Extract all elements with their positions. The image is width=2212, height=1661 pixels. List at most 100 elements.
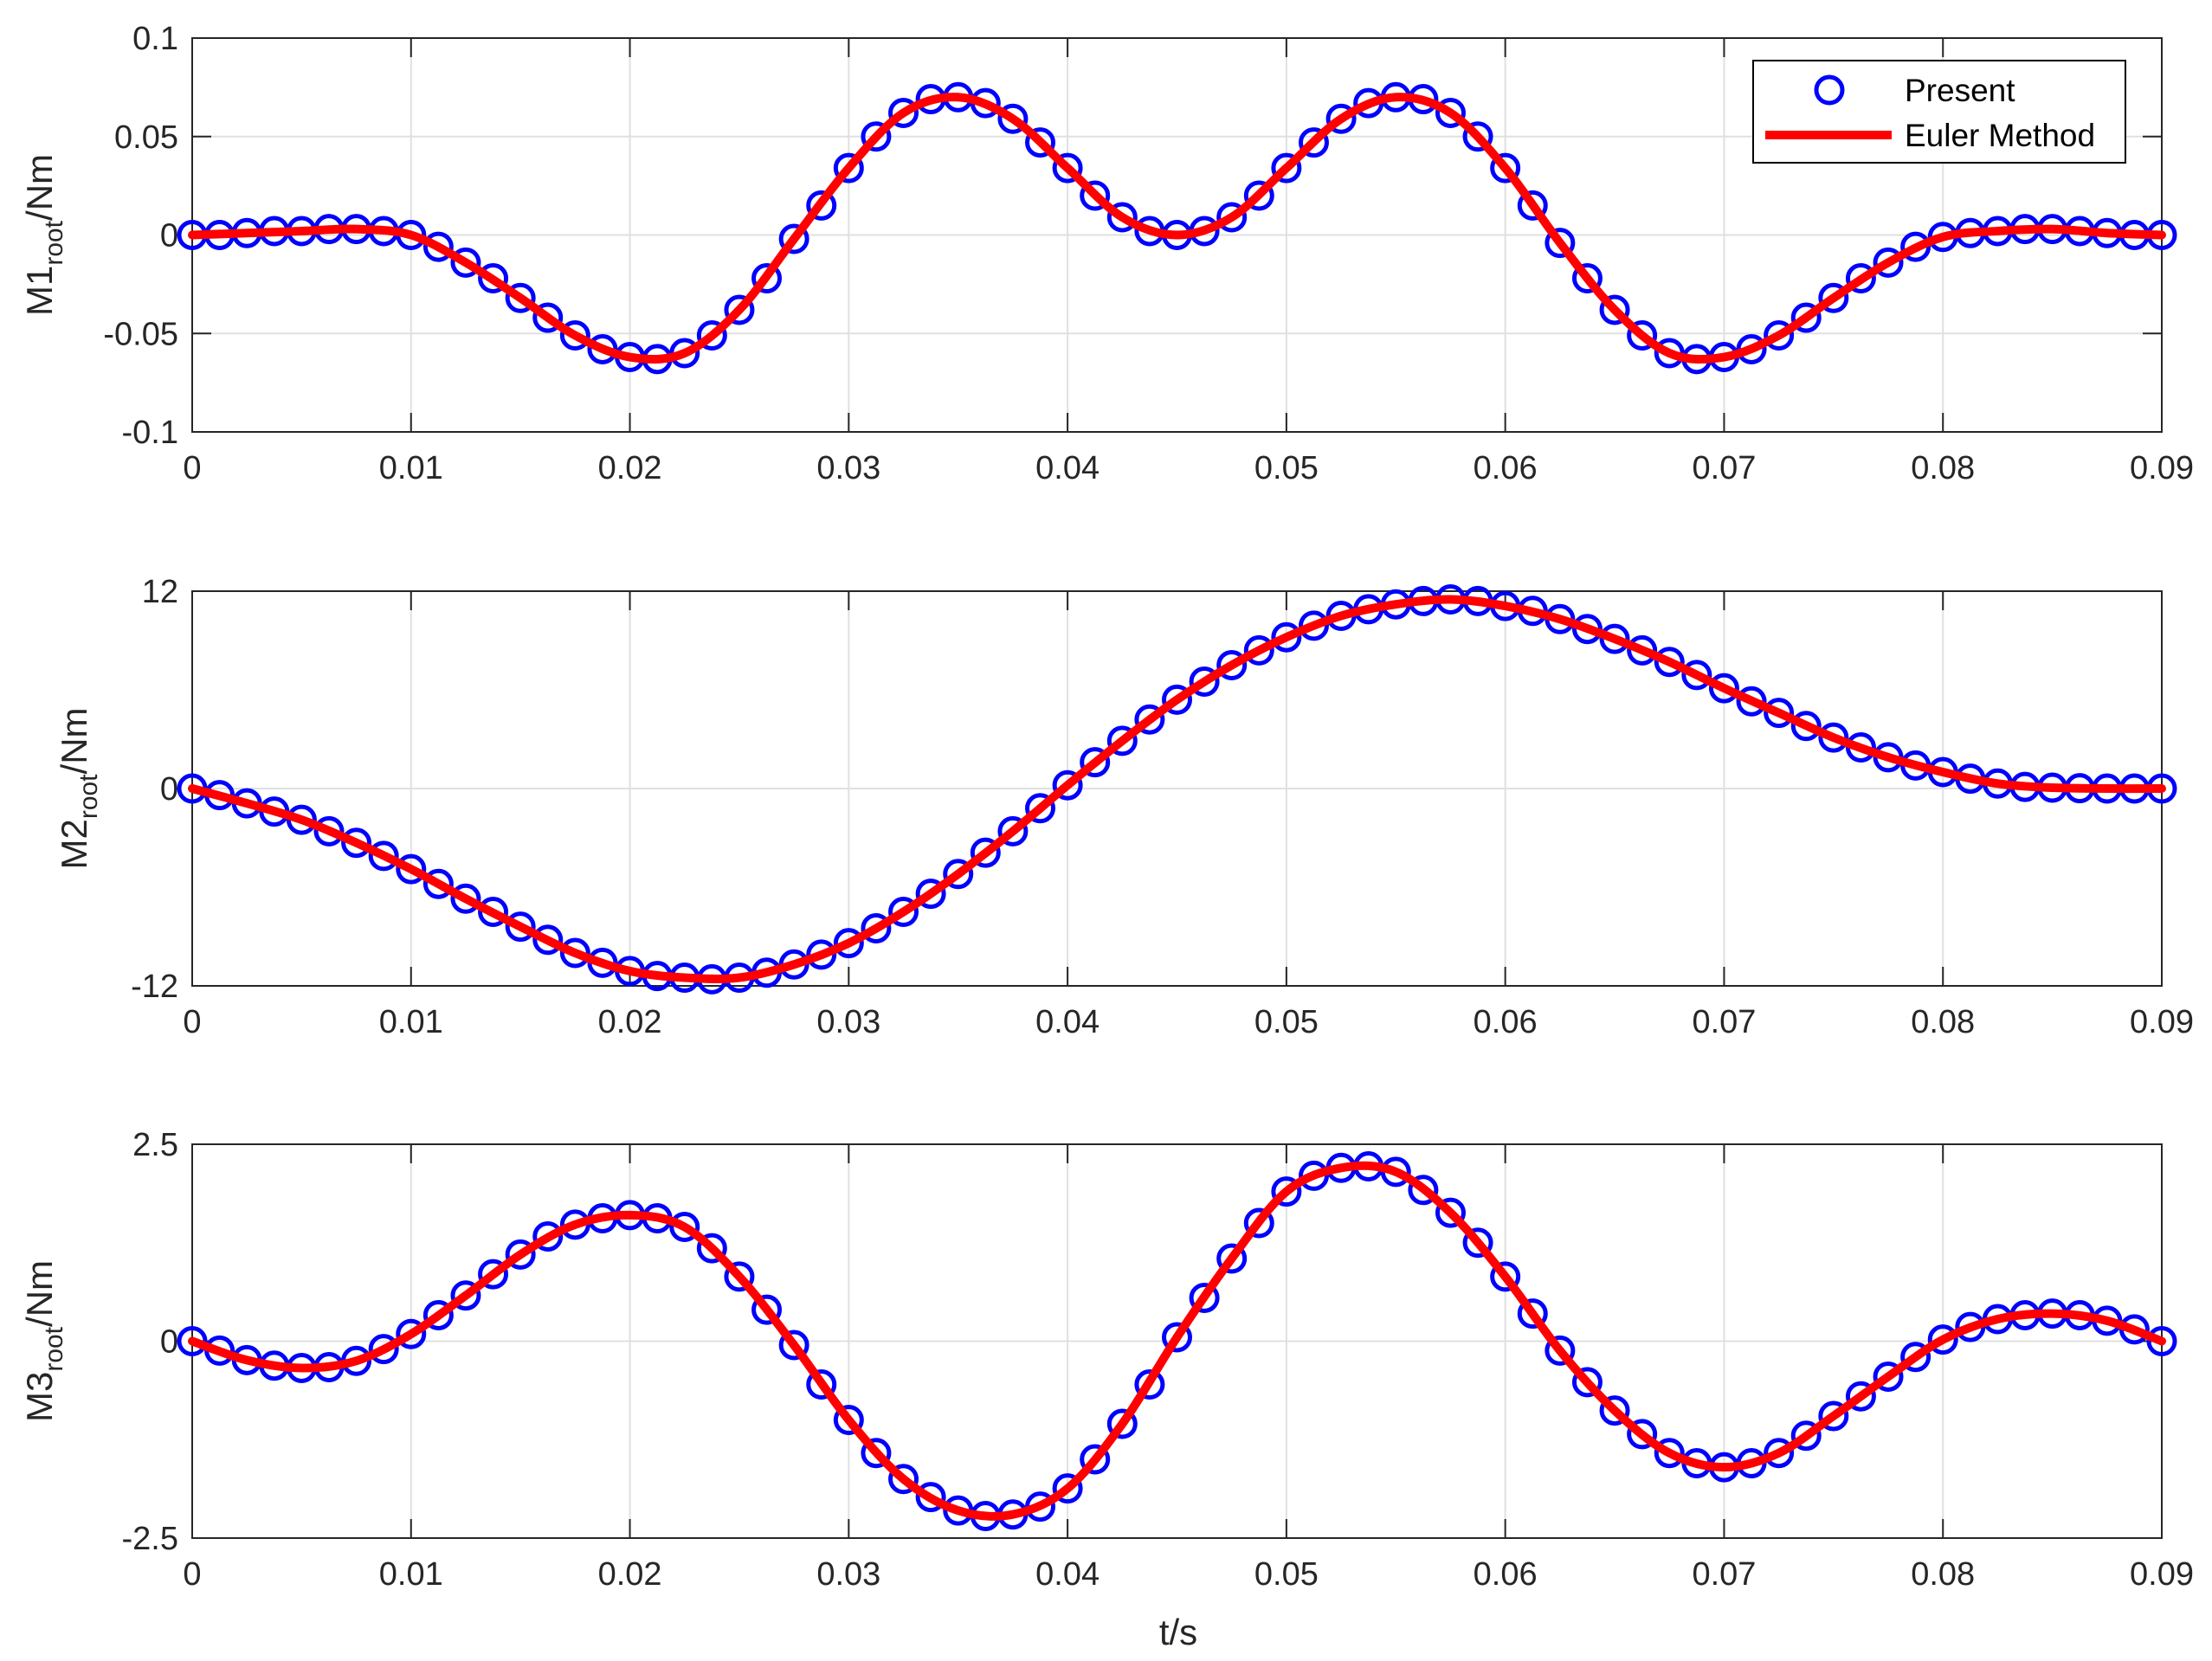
present-marker xyxy=(833,1405,864,1435)
y-axis-label: M1root/Nm xyxy=(19,154,68,316)
y-axis-label: M3root/Nm xyxy=(19,1260,68,1422)
present-marker xyxy=(313,815,345,847)
present-marker xyxy=(1927,1324,1958,1355)
present-marker xyxy=(1764,698,1795,729)
present-marker xyxy=(422,231,454,262)
present-marker xyxy=(1134,1369,1165,1400)
present-marker xyxy=(1162,1322,1192,1353)
present-marker xyxy=(888,897,919,927)
present-marker xyxy=(1271,621,1302,653)
panel-2: 0 0.01 0.02 0.03 0.04 0.05 0.06 0.07 0.08 0.09 -12… xyxy=(54,574,2194,1040)
present-marker xyxy=(1545,1335,1576,1366)
x-tick-label: 0.06 xyxy=(1474,450,1538,486)
x-tick-label: 0.08 xyxy=(1911,1556,1975,1593)
legend-present-label: Present xyxy=(1905,73,2015,108)
present-marker xyxy=(970,837,1001,868)
x-tick-label: 0.01 xyxy=(379,1556,443,1593)
present-marker xyxy=(1106,1408,1138,1439)
present-marker xyxy=(1900,1342,1931,1373)
present-marker xyxy=(1681,660,1712,691)
present-marker xyxy=(1764,320,1795,351)
series-euler-method-line xyxy=(188,1161,2166,1521)
present-marker xyxy=(1298,127,1329,158)
x-tick-label: 0.08 xyxy=(1911,450,1975,486)
present-marker xyxy=(1189,666,1220,697)
present-marker xyxy=(1052,1473,1083,1504)
present-marker xyxy=(669,1212,700,1243)
present-marker xyxy=(505,282,536,313)
present-marker xyxy=(1243,180,1274,211)
present-marker xyxy=(1571,263,1603,294)
legend: Present Euler Method xyxy=(1752,60,2126,164)
present-marker xyxy=(1627,1419,1658,1450)
present-marker xyxy=(778,223,809,254)
present-marker xyxy=(422,868,454,899)
present-marker xyxy=(997,815,1029,847)
legend-euler-label: Euler Method xyxy=(1905,118,2095,153)
present-marker xyxy=(1818,282,1849,313)
present-marker xyxy=(1764,1438,1795,1469)
x-tick-label: 0.03 xyxy=(816,1004,880,1040)
series-euler-method-line xyxy=(188,93,2166,364)
present-marker xyxy=(1845,263,1876,294)
y-tick-label: -12 xyxy=(131,969,178,1005)
present-marker xyxy=(1654,1438,1685,1469)
present-marker xyxy=(1490,1261,1521,1292)
y-tick-label: 0.05 xyxy=(114,119,178,156)
legend-present-marker xyxy=(1814,74,1845,106)
x-axis-label: t/s xyxy=(1159,1612,1197,1652)
present-marker xyxy=(1298,1160,1329,1191)
present-marker xyxy=(1106,725,1138,756)
present-marker xyxy=(1627,634,1658,666)
present-marker xyxy=(943,859,974,890)
present-marker xyxy=(396,853,427,885)
present-marker xyxy=(2146,1326,2177,1356)
present-marker xyxy=(1435,1197,1466,1228)
present-marker xyxy=(1517,190,1548,221)
present-marker xyxy=(1462,1227,1493,1259)
present-marker xyxy=(1162,684,1192,715)
present-marker xyxy=(1052,152,1083,183)
x-tick-label: 0 xyxy=(183,1004,201,1040)
present-marker xyxy=(532,302,564,333)
present-marker xyxy=(1243,634,1274,666)
x-tick-label: 0.03 xyxy=(816,1556,880,1593)
present-marker xyxy=(833,152,864,183)
x-tick-label: 0.07 xyxy=(1692,1556,1756,1593)
present-marker xyxy=(1052,769,1083,801)
present-marker xyxy=(1216,202,1248,233)
present-marker xyxy=(806,190,837,221)
present-marker xyxy=(1325,103,1357,134)
x-tick-label: 0.09 xyxy=(2130,450,2194,486)
present-marker xyxy=(1873,1361,1904,1392)
present-marker xyxy=(1462,121,1493,152)
present-marker xyxy=(724,294,755,325)
x-tick-label: 0.09 xyxy=(2130,1556,2194,1593)
present-marker xyxy=(505,1239,536,1270)
x-tick-label: 0.02 xyxy=(598,1004,662,1040)
present-marker xyxy=(997,103,1029,134)
x-tick-label: 0.04 xyxy=(1035,1556,1100,1593)
present-marker xyxy=(751,1294,783,1325)
y-tick-label: 0 xyxy=(160,218,178,254)
present-marker xyxy=(1106,202,1138,233)
present-marker xyxy=(1490,152,1521,183)
x-tick-label: 0.05 xyxy=(1254,1004,1319,1040)
present-marker xyxy=(559,937,590,969)
panel-3: 0 0.01 0.02 0.03 0.04 0.05 0.06 0.07 0.08 0.09 -2.… xyxy=(19,1127,2194,1593)
present-marker xyxy=(450,247,481,278)
present-marker xyxy=(1080,180,1111,211)
present-marker xyxy=(806,1369,837,1400)
present-marker xyxy=(1900,231,1931,262)
present-marker xyxy=(1271,1176,1302,1207)
present-marker xyxy=(861,1438,892,1469)
present-marker xyxy=(177,1326,208,1356)
x-tick-label: 0.07 xyxy=(1692,450,1756,486)
y-tick-label: -0.05 xyxy=(103,316,178,352)
present-marker xyxy=(1599,623,1630,654)
present-marker xyxy=(1243,1207,1274,1239)
present-marker xyxy=(696,1233,727,1264)
present-marker xyxy=(833,928,864,959)
present-marker xyxy=(396,1318,427,1349)
present-marker xyxy=(532,1220,564,1252)
